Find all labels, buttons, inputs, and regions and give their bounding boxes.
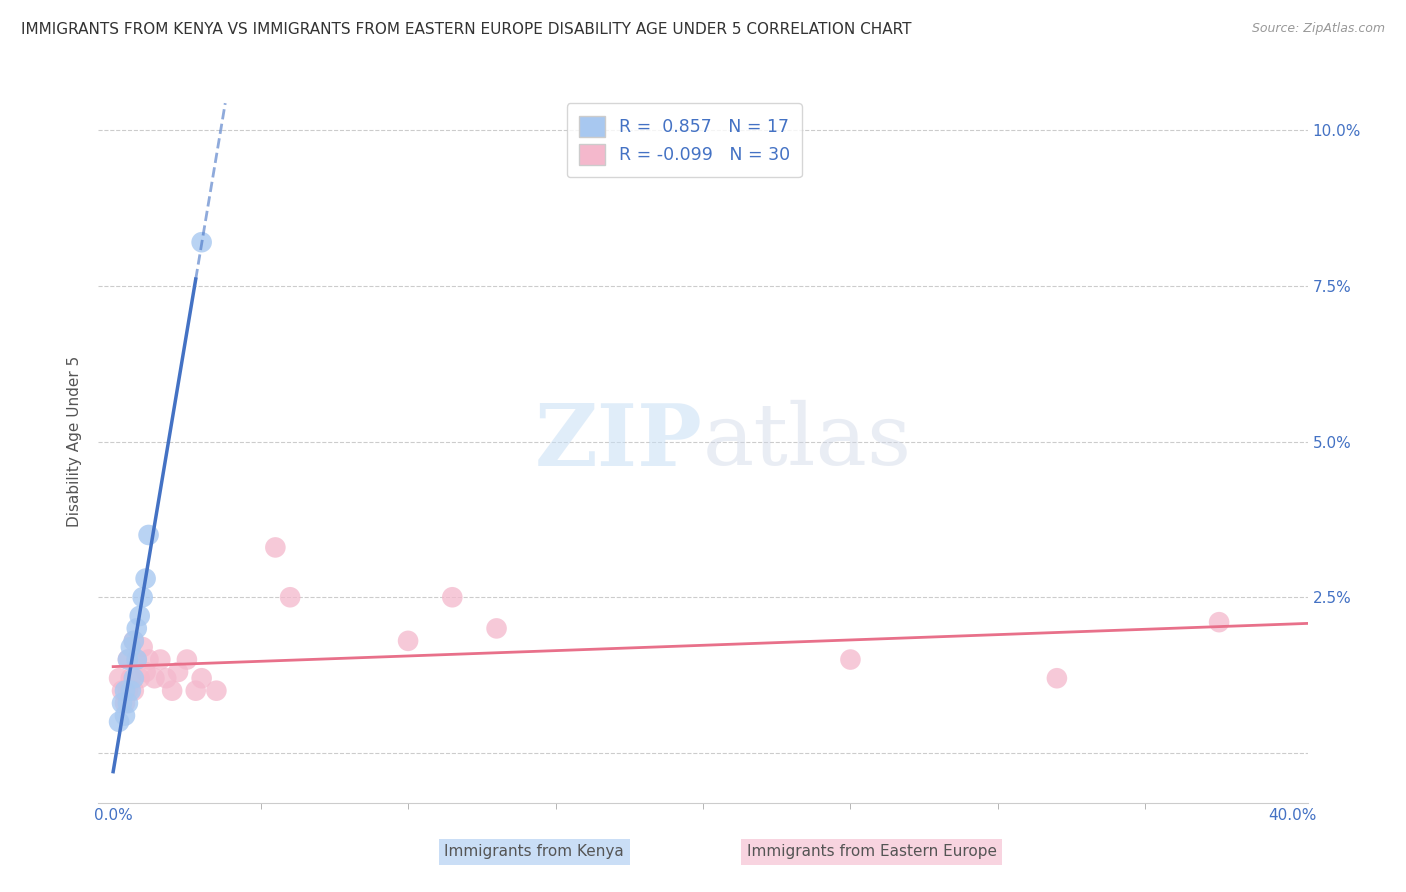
Point — [114, 708, 136, 723]
Point — [190, 671, 212, 685]
Point — [111, 683, 134, 698]
Point — [184, 683, 207, 698]
Point — [135, 572, 157, 586]
Point — [114, 696, 136, 710]
Point — [108, 671, 131, 685]
Point — [125, 652, 148, 666]
Point — [1046, 671, 1069, 685]
Point — [114, 683, 136, 698]
Point — [128, 671, 150, 685]
Point — [155, 671, 177, 685]
Point — [117, 696, 139, 710]
Point — [117, 683, 139, 698]
Text: IMMIGRANTS FROM KENYA VS IMMIGRANTS FROM EASTERN EUROPE DISABILITY AGE UNDER 5 C: IMMIGRANTS FROM KENYA VS IMMIGRANTS FROM… — [21, 22, 911, 37]
Point — [122, 671, 145, 685]
Point — [125, 621, 148, 635]
Point — [131, 591, 153, 605]
Point — [190, 235, 212, 250]
Point — [160, 683, 183, 698]
Point — [120, 640, 142, 654]
Legend: R =  0.857   N = 17, R = -0.099   N = 30: R = 0.857 N = 17, R = -0.099 N = 30 — [567, 103, 801, 177]
Point — [117, 652, 139, 666]
Point — [264, 541, 287, 555]
Point — [120, 671, 142, 685]
Point — [122, 633, 145, 648]
Point — [122, 633, 145, 648]
Point — [111, 696, 134, 710]
Point — [135, 665, 157, 679]
Point — [143, 671, 166, 685]
Point — [1208, 615, 1230, 630]
Point — [131, 640, 153, 654]
Point — [485, 621, 508, 635]
Point — [839, 652, 862, 666]
Point — [278, 591, 301, 605]
Text: Immigrants from Eastern Europe: Immigrants from Eastern Europe — [747, 845, 997, 859]
Point — [120, 683, 142, 698]
Text: ZIP: ZIP — [536, 400, 703, 483]
Point — [138, 652, 160, 666]
Point — [396, 633, 419, 648]
Y-axis label: Disability Age Under 5: Disability Age Under 5 — [67, 356, 83, 527]
Point — [167, 665, 190, 679]
Text: atlas: atlas — [703, 400, 912, 483]
Point — [125, 652, 148, 666]
Text: Immigrants from Kenya: Immigrants from Kenya — [444, 845, 624, 859]
Point — [176, 652, 198, 666]
Point — [117, 652, 139, 666]
Point — [205, 683, 228, 698]
Point — [128, 609, 150, 624]
Text: Source: ZipAtlas.com: Source: ZipAtlas.com — [1251, 22, 1385, 36]
Point — [138, 528, 160, 542]
Point — [441, 591, 464, 605]
Point — [122, 683, 145, 698]
Point — [149, 652, 172, 666]
Point — [108, 714, 131, 729]
